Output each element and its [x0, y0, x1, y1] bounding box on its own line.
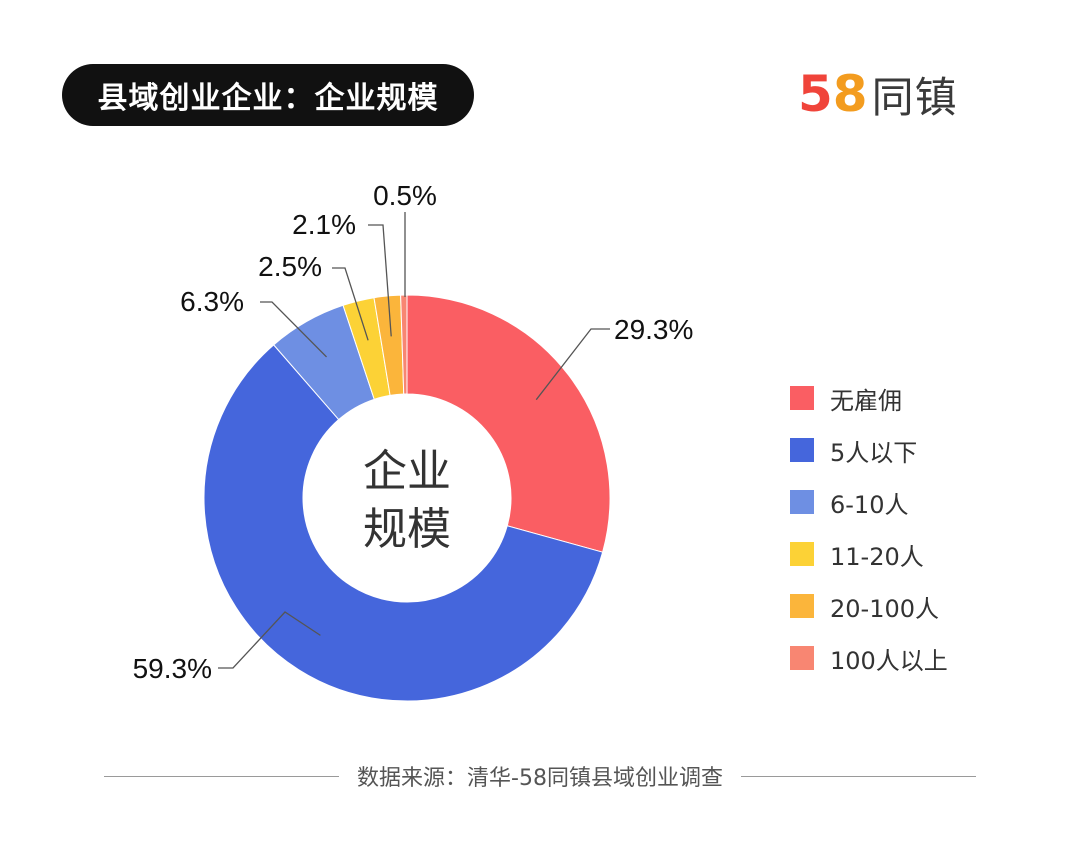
slice-no-employee [406, 294, 611, 553]
logo-digits: 5 8 [798, 69, 868, 119]
leader-line-20-100 [368, 224, 392, 337]
legend-item-20-100: 20-100人 [790, 580, 948, 632]
source-text: 数据来源：清华-58同镇县域创业调查 [357, 766, 723, 791]
slice-under-5 [203, 344, 604, 702]
center-label-line-1: 企业 [363, 446, 451, 497]
data-source: 数据来源：清华-58同镇县域创业调查 [104, 760, 976, 792]
logo-digit-5: 5 [798, 65, 833, 123]
legend-item-over-100: 100人以上 [790, 632, 948, 684]
leader-line-11-20 [332, 267, 369, 341]
data-label-under-5: 59.3% [133, 653, 212, 684]
legend-swatch-20-100 [790, 594, 814, 618]
legend-item-11-20: 11-20人 [790, 528, 948, 580]
slice-over-100 [400, 294, 408, 395]
legend-label-11-20: 11-20人 [830, 542, 924, 571]
data-label-no-employee: 29.3% [614, 314, 693, 345]
logo-digit-8: 8 [832, 65, 868, 123]
legend-label-under-5: 5人以下 [830, 438, 918, 467]
legend-label-over-100: 100人以上 [830, 646, 948, 675]
leader-line-under-5 [218, 611, 321, 669]
chart-legend: 无雇佣 5人以下 6-10人 11-20人 20-100人 100人以上 [790, 372, 948, 684]
data-label-over-100: 0.5% [373, 180, 437, 211]
leader-line-no-employee [535, 328, 610, 401]
data-label-6-10: 6.3% [180, 286, 244, 317]
data-label-20-100: 2.1% [292, 209, 356, 240]
legend-label-6-10: 6-10人 [830, 490, 909, 519]
legend-swatch-11-20 [790, 542, 814, 566]
legend-swatch-6-10 [790, 490, 814, 514]
source-divider-left [104, 775, 340, 777]
leader-line-6-10 [260, 301, 327, 358]
brand-logo: 5 8 同镇 [798, 64, 958, 124]
legend-item-no-employee: 无雇佣 [790, 372, 948, 424]
legend-item-under-5: 5人以下 [790, 424, 948, 476]
logo-text: 同镇 [871, 72, 958, 122]
chart-title: 县域创业企业：企业规模 [62, 64, 474, 126]
source-divider-right [740, 775, 976, 777]
legend-item-6-10: 6-10人 [790, 476, 948, 528]
legend-label-no-employee: 无雇佣 [830, 386, 902, 415]
center-label-line-2: 规模 [363, 504, 451, 555]
legend-swatch-under-5 [790, 438, 814, 462]
data-label-11-20: 2.5% [258, 251, 322, 282]
legend-swatch-over-100 [790, 646, 814, 670]
legend-swatch-no-employee [790, 386, 814, 410]
legend-label-20-100: 20-100人 [830, 594, 940, 623]
